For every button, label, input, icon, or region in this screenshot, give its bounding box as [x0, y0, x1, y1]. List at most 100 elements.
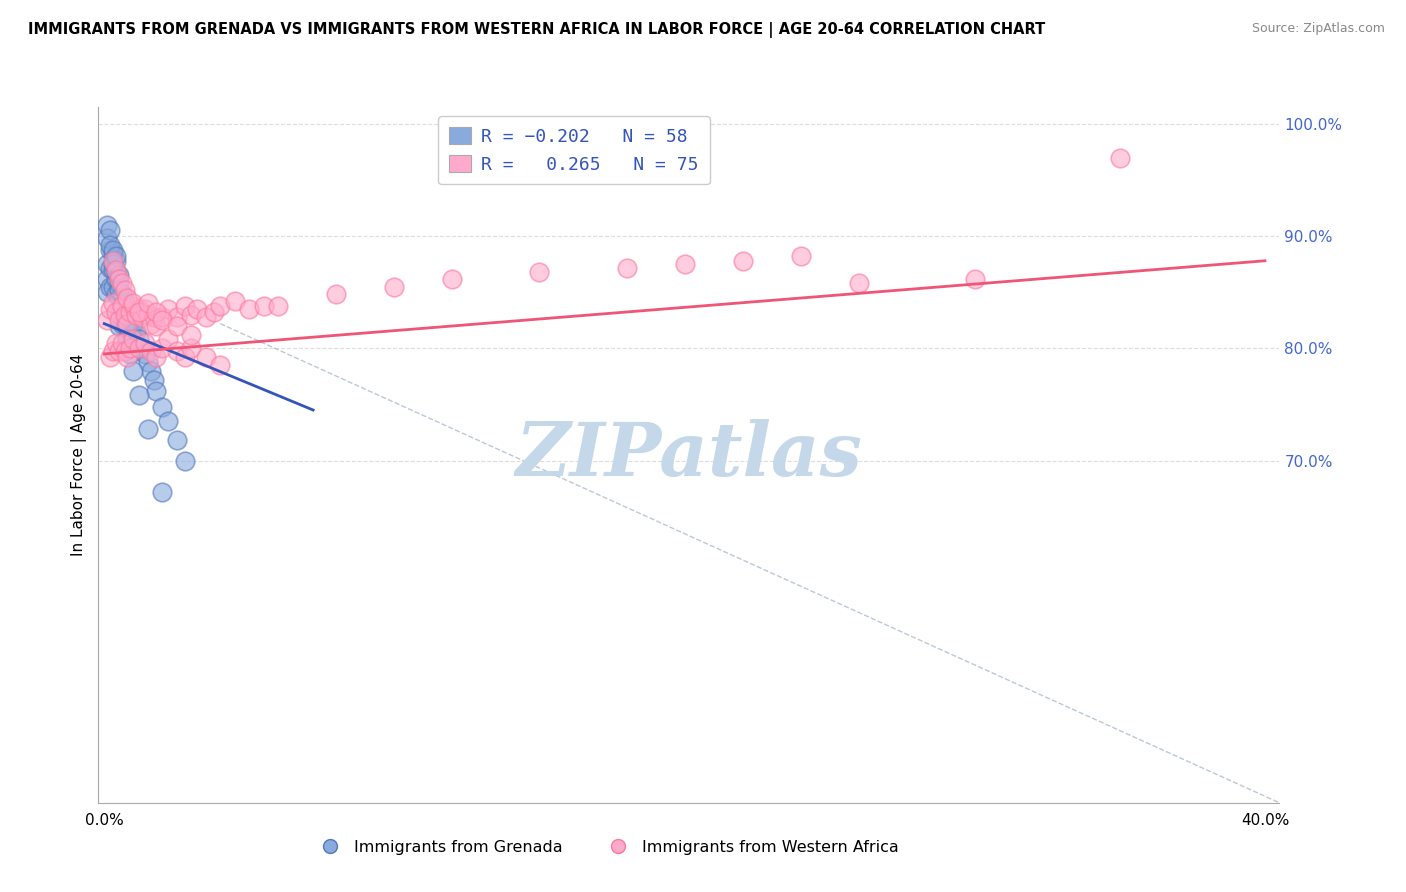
Point — [136, 422, 159, 436]
Point — [107, 277, 129, 291]
Point — [101, 253, 124, 268]
Point — [128, 341, 150, 355]
Point — [117, 317, 139, 331]
Point — [114, 283, 136, 297]
Point — [122, 296, 145, 310]
Point — [104, 271, 127, 285]
Point — [186, 301, 208, 316]
Point — [128, 332, 150, 346]
Point — [104, 262, 127, 277]
Point — [114, 313, 136, 327]
Point — [114, 343, 136, 358]
Text: ZIPatlas: ZIPatlas — [516, 418, 862, 491]
Point — [529, 265, 551, 279]
Point — [122, 317, 145, 331]
Y-axis label: In Labor Force | Age 20-64: In Labor Force | Age 20-64 — [72, 354, 87, 556]
Point — [96, 271, 118, 285]
Point — [145, 351, 167, 365]
Point — [673, 257, 696, 271]
Point — [384, 279, 406, 293]
Point — [174, 453, 197, 467]
Point — [114, 296, 136, 310]
Point — [731, 253, 754, 268]
Point — [145, 384, 167, 398]
Point — [107, 343, 129, 358]
Point — [1108, 151, 1130, 165]
Point — [111, 277, 134, 291]
Point — [104, 265, 127, 279]
Point — [180, 341, 202, 355]
Point — [122, 332, 145, 346]
Point — [98, 223, 121, 237]
Point — [145, 318, 167, 333]
Point — [111, 335, 134, 350]
Point — [145, 305, 167, 319]
Point — [104, 253, 127, 268]
Point — [107, 318, 129, 333]
Point — [150, 400, 173, 414]
Point — [616, 260, 638, 275]
Point — [125, 308, 148, 322]
Point — [117, 332, 139, 346]
Point — [96, 218, 118, 232]
Point — [166, 318, 188, 333]
Point — [117, 332, 139, 346]
Point — [101, 296, 124, 310]
Point — [101, 343, 124, 358]
Point — [120, 325, 142, 339]
Point — [136, 296, 159, 310]
Point — [150, 485, 173, 500]
Point — [131, 310, 153, 324]
Point — [441, 271, 464, 285]
Point — [150, 341, 173, 355]
Point — [157, 332, 180, 346]
Point — [134, 301, 156, 316]
Point — [134, 335, 156, 350]
Point — [101, 257, 124, 271]
Text: IMMIGRANTS FROM GRENADA VS IMMIGRANTS FROM WESTERN AFRICA IN LABOR FORCE | AGE 2: IMMIGRANTS FROM GRENADA VS IMMIGRANTS FR… — [28, 22, 1046, 38]
Point — [157, 414, 180, 428]
Point — [166, 310, 188, 324]
Point — [209, 299, 232, 313]
Point — [107, 283, 129, 297]
Point — [125, 325, 148, 339]
Point — [104, 335, 127, 350]
Point — [101, 243, 124, 257]
Point — [142, 310, 165, 324]
Point — [166, 343, 188, 358]
Point — [111, 299, 134, 313]
Point — [120, 305, 142, 319]
Point — [120, 347, 142, 361]
Point — [238, 301, 260, 316]
Point — [224, 294, 246, 309]
Point — [98, 301, 121, 316]
Point — [267, 299, 290, 313]
Point — [101, 279, 124, 293]
Point — [142, 373, 165, 387]
Point — [122, 299, 145, 313]
Point — [104, 249, 127, 263]
Point — [96, 257, 118, 271]
Point — [111, 299, 134, 313]
Point — [136, 355, 159, 369]
Point — [128, 388, 150, 402]
Point — [180, 308, 202, 322]
Point — [114, 308, 136, 322]
Point — [150, 310, 173, 324]
Point — [194, 310, 217, 324]
Point — [96, 285, 118, 300]
Point — [98, 351, 121, 365]
Point — [104, 287, 127, 301]
Point — [107, 313, 129, 327]
Point — [194, 351, 217, 365]
Point — [128, 305, 150, 319]
Point — [204, 305, 226, 319]
Legend: Immigrants from Grenada, Immigrants from Western Africa: Immigrants from Grenada, Immigrants from… — [308, 833, 905, 861]
Point — [111, 317, 134, 331]
Point — [111, 287, 134, 301]
Point — [122, 364, 145, 378]
Point — [150, 313, 173, 327]
Point — [117, 291, 139, 305]
Point — [128, 301, 150, 316]
Point — [139, 343, 162, 358]
